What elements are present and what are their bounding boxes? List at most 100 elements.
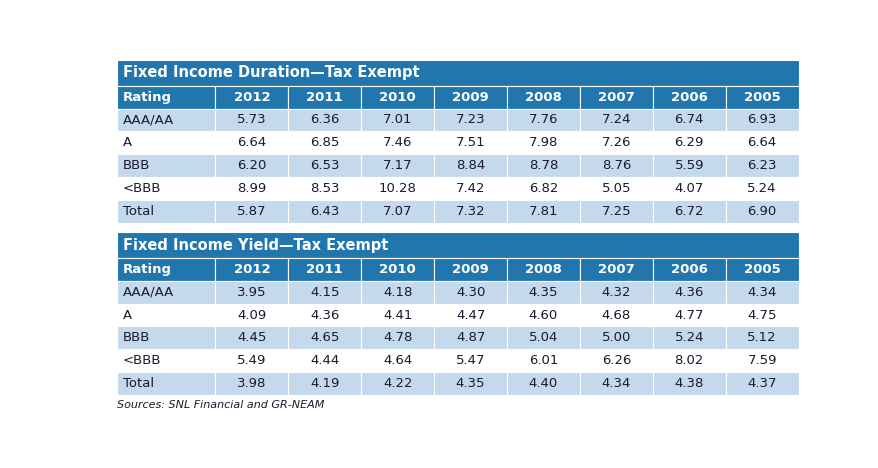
Text: Fixed Income Duration—Tax Exempt: Fixed Income Duration—Tax Exempt xyxy=(123,65,419,80)
Bar xyxy=(579,86,652,109)
Bar xyxy=(215,281,288,304)
Text: 2010: 2010 xyxy=(379,263,415,276)
Bar xyxy=(288,86,361,109)
Text: 6.93: 6.93 xyxy=(746,113,776,126)
Text: 3.95: 3.95 xyxy=(237,286,266,299)
Text: 4.35: 4.35 xyxy=(456,377,485,390)
Bar xyxy=(652,349,725,372)
Text: 4.87: 4.87 xyxy=(456,331,485,344)
Bar xyxy=(725,304,798,327)
Text: 2007: 2007 xyxy=(597,91,634,103)
Text: 6.85: 6.85 xyxy=(310,136,339,149)
Text: 2006: 2006 xyxy=(670,91,707,103)
Text: 4.09: 4.09 xyxy=(237,308,266,322)
Bar xyxy=(361,281,434,304)
Text: 7.59: 7.59 xyxy=(746,354,776,367)
Bar xyxy=(434,200,507,223)
Bar xyxy=(288,349,361,372)
Bar xyxy=(117,372,215,395)
Text: 8.53: 8.53 xyxy=(310,182,339,195)
Text: 2008: 2008 xyxy=(524,263,561,276)
Text: Rating: Rating xyxy=(123,91,171,103)
Text: 4.30: 4.30 xyxy=(456,286,485,299)
Bar xyxy=(652,154,725,177)
Bar xyxy=(434,304,507,327)
Text: AAA/AA: AAA/AA xyxy=(123,286,174,299)
Text: 4.45: 4.45 xyxy=(237,331,266,344)
Bar xyxy=(507,258,579,281)
Bar xyxy=(361,304,434,327)
Bar xyxy=(507,349,579,372)
Bar xyxy=(507,86,579,109)
Text: Total: Total xyxy=(123,377,154,390)
Text: 6.23: 6.23 xyxy=(746,159,776,172)
Text: 7.24: 7.24 xyxy=(601,113,630,126)
Text: 5.59: 5.59 xyxy=(673,159,703,172)
Text: 4.75: 4.75 xyxy=(746,308,776,322)
Text: 6.64: 6.64 xyxy=(746,136,776,149)
Bar xyxy=(117,304,215,327)
Bar xyxy=(579,132,652,154)
Text: 4.22: 4.22 xyxy=(383,377,412,390)
Bar xyxy=(361,132,434,154)
Text: 10.28: 10.28 xyxy=(378,182,416,195)
Text: 5.04: 5.04 xyxy=(529,331,558,344)
Text: Sources: SNL Financial and GR-NEAM: Sources: SNL Financial and GR-NEAM xyxy=(117,400,324,410)
Bar xyxy=(434,327,507,349)
Text: 8.78: 8.78 xyxy=(529,159,558,172)
Bar xyxy=(507,327,579,349)
Bar xyxy=(215,177,288,200)
Bar xyxy=(117,200,215,223)
Text: 4.68: 4.68 xyxy=(601,308,630,322)
Text: 2009: 2009 xyxy=(451,263,488,276)
Text: 4.77: 4.77 xyxy=(673,308,703,322)
Text: 2006: 2006 xyxy=(670,263,707,276)
Bar xyxy=(215,349,288,372)
Text: 4.41: 4.41 xyxy=(383,308,412,322)
Bar xyxy=(215,86,288,109)
Bar xyxy=(652,109,725,132)
Bar xyxy=(434,154,507,177)
Bar xyxy=(361,86,434,109)
Text: 2011: 2011 xyxy=(306,263,342,276)
Text: 6.82: 6.82 xyxy=(529,182,558,195)
Bar xyxy=(652,86,725,109)
Bar xyxy=(652,177,725,200)
Bar xyxy=(361,177,434,200)
Text: A: A xyxy=(123,308,132,322)
Text: 7.23: 7.23 xyxy=(456,113,485,126)
Bar xyxy=(117,132,215,154)
Text: 2005: 2005 xyxy=(743,91,780,103)
Text: 6.64: 6.64 xyxy=(237,136,266,149)
Bar xyxy=(288,177,361,200)
Text: 2007: 2007 xyxy=(597,263,634,276)
Bar xyxy=(725,281,798,304)
Bar xyxy=(117,60,798,86)
Bar xyxy=(725,258,798,281)
Text: 4.40: 4.40 xyxy=(529,377,558,390)
Bar xyxy=(288,154,361,177)
Bar xyxy=(434,258,507,281)
Bar xyxy=(434,349,507,372)
Text: 6.26: 6.26 xyxy=(601,354,630,367)
Bar xyxy=(434,109,507,132)
Bar xyxy=(579,281,652,304)
Bar xyxy=(117,327,215,349)
Text: 7.81: 7.81 xyxy=(529,205,558,218)
Text: 6.72: 6.72 xyxy=(673,205,703,218)
Bar xyxy=(725,200,798,223)
Bar xyxy=(579,327,652,349)
Text: 4.36: 4.36 xyxy=(673,286,703,299)
Bar xyxy=(117,232,798,258)
Bar xyxy=(579,109,652,132)
Text: 8.76: 8.76 xyxy=(601,159,630,172)
Bar xyxy=(215,327,288,349)
Text: 6.90: 6.90 xyxy=(746,205,776,218)
Bar xyxy=(579,372,652,395)
Text: 7.07: 7.07 xyxy=(383,205,412,218)
Text: 7.17: 7.17 xyxy=(383,159,412,172)
Text: 6.36: 6.36 xyxy=(310,113,339,126)
Text: 4.19: 4.19 xyxy=(310,377,339,390)
Text: 4.78: 4.78 xyxy=(383,331,412,344)
Bar xyxy=(434,86,507,109)
